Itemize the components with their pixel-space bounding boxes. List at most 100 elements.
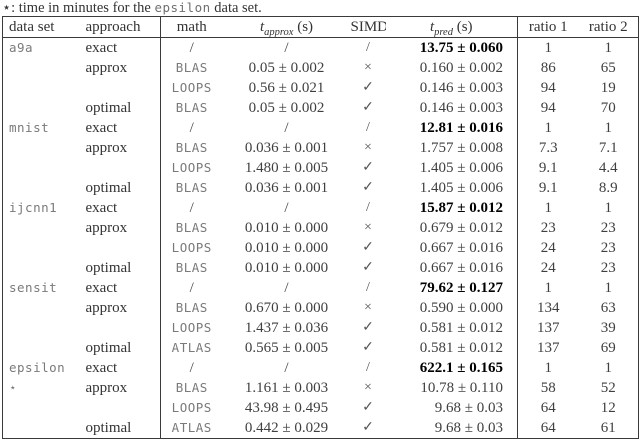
cell-ratio1: 1 xyxy=(544,200,553,216)
cell-approach: approx xyxy=(83,138,161,158)
col-header-approach: approach xyxy=(83,16,161,38)
cell-approach: optimal xyxy=(83,98,161,118)
cell-dataset xyxy=(3,318,84,338)
t-approx-symbol: t xyxy=(259,19,265,35)
cell-simd: / xyxy=(366,40,370,55)
cell-math: ATLAS xyxy=(171,420,212,435)
cell-math: BLAS xyxy=(175,300,208,315)
table-row: optimal BLAS 0.036 ± 0.001 ✓ 1.405 ± 0.0… xyxy=(3,178,639,198)
table-row: ijcnn1 exact / / / 15.87 ± 0.012 1 1 xyxy=(3,198,639,218)
cell-ratio1: 1 xyxy=(544,280,553,296)
cell-t-pred: 0.146 ± 0.003 xyxy=(385,98,518,118)
table-row: approx BLAS 0.670 ± 0.000 × 0.590 ± 0.00… xyxy=(3,298,639,318)
cell-ratio2: 23 xyxy=(600,220,616,236)
cell-ratio2: 1 xyxy=(604,360,613,376)
cell-t-approx: 0.670 ± 0.000 xyxy=(244,300,329,316)
cell-t-approx: / xyxy=(284,280,289,296)
t-approx-subscript: approx xyxy=(264,27,294,38)
cell-dataset xyxy=(3,398,84,418)
cell-ratio1: 1 xyxy=(544,120,553,136)
cell-dataset xyxy=(3,338,84,358)
cell-ratio2: 69 xyxy=(600,340,616,356)
cell-dataset xyxy=(3,78,84,98)
cell-t-approx: 0.036 ± 0.001 xyxy=(244,140,329,156)
cell-simd: × xyxy=(364,140,372,155)
cell-math: LOOPS xyxy=(171,80,212,95)
cell-ratio1: 24 xyxy=(540,260,556,276)
cell-dataset: mnist xyxy=(9,120,50,135)
cell-simd: ✓ xyxy=(362,240,374,255)
cell-dataset xyxy=(3,98,84,118)
col-header-simd: SIMD xyxy=(350,19,386,35)
cell-ratio2: 23 xyxy=(600,260,616,276)
cell-ratio1: 9.1 xyxy=(538,160,558,176)
cell-t-pred: 0.679 ± 0.012 xyxy=(385,218,518,238)
cell-ratio1: 64 xyxy=(540,400,556,416)
table-row: optimal ATLAS 0.565 ± 0.005 ✓ 0.581 ± 0.… xyxy=(3,338,639,358)
header-row: data set approach math tapprox (s) SIMD … xyxy=(2,16,639,38)
cell-approach xyxy=(83,238,161,258)
cell-math: LOOPS xyxy=(171,160,212,175)
cell-approach: exact xyxy=(83,118,161,138)
cell-t-pred: 79.62 ± 0.127 xyxy=(385,278,518,298)
cell-ratio2: 7.1 xyxy=(598,140,618,156)
cell-t-approx: 0.010 ± 0.000 xyxy=(244,260,329,276)
cell-t-approx: 43.98 ± 0.495 xyxy=(244,400,329,416)
cell-t-pred: 10.78 ± 0.110 xyxy=(385,378,518,398)
cell-t-approx: / xyxy=(284,120,289,136)
cell-simd: × xyxy=(364,220,372,235)
table-row: a9a exact / / / 13.75 ± 0.060 1 1 xyxy=(3,37,639,58)
cell-ratio1: 134 xyxy=(537,300,560,316)
cell-ratio1: 137 xyxy=(537,320,560,336)
cell-simd: ✓ xyxy=(362,320,374,335)
cell-ratio2: 52 xyxy=(600,380,616,396)
cell-t-approx: 0.05 ± 0.002 xyxy=(248,60,325,76)
cell-math: BLAS xyxy=(175,260,208,275)
cell-simd: / xyxy=(366,200,370,215)
cell-approach: approx xyxy=(83,58,161,78)
cell-math: LOOPS xyxy=(171,400,212,415)
cell-dataset xyxy=(3,58,84,78)
cell-t-approx: 1.161 ± 0.003 xyxy=(244,380,329,396)
cell-t-pred: 0.581 ± 0.012 xyxy=(385,338,518,358)
cell-approach: optimal xyxy=(83,418,161,439)
cell-t-pred: 9.68 ± 0.03 xyxy=(385,398,518,418)
t-approx-unit: (s) xyxy=(293,19,314,35)
cell-approach: optimal xyxy=(83,338,161,358)
cell-t-pred: 0.581 ± 0.012 xyxy=(385,318,518,338)
cell-ratio1: 7.3 xyxy=(538,140,558,156)
cell-simd: ✓ xyxy=(362,400,374,415)
cell-dataset xyxy=(3,138,84,158)
cell-ratio2: 1 xyxy=(604,40,613,56)
table-row: sensit exact / / / 79.62 ± 0.127 1 1 xyxy=(3,278,639,298)
table-body: a9a exact / / / 13.75 ± 0.060 1 1 approx… xyxy=(3,37,639,439)
cell-t-approx: 0.010 ± 0.000 xyxy=(244,220,329,236)
cell-simd: / xyxy=(366,360,370,375)
table-row: approx BLAS 0.036 ± 0.001 × 1.757 ± 0.00… xyxy=(3,138,639,158)
caption-dataset-code: epsilon xyxy=(154,0,211,15)
cell-dataset xyxy=(3,258,84,278)
cell-ratio1: 94 xyxy=(540,100,556,116)
cell-t-approx: 0.56 ± 0.021 xyxy=(248,80,325,96)
cell-math: / xyxy=(189,360,194,376)
cell-ratio2: 1 xyxy=(604,120,613,136)
cell-ratio1: 137 xyxy=(537,340,560,356)
table-row: mnist exact / / / 12.81 ± 0.016 1 1 xyxy=(3,118,639,138)
cell-t-pred: 13.75 ± 0.060 xyxy=(385,37,518,58)
cell-approach xyxy=(83,158,161,178)
col-header-dataset: data set xyxy=(9,19,55,35)
cell-approach: exact xyxy=(83,37,161,58)
col-header-ratio2: ratio 2 xyxy=(588,19,628,35)
cell-approach xyxy=(83,318,161,338)
cell-dataset: sensit xyxy=(9,280,58,295)
cell-t-pred: 15.87 ± 0.012 xyxy=(385,198,518,218)
cell-approach: optimal xyxy=(83,258,161,278)
table-caption: ⋆: time in minutes for the epsilon data … xyxy=(0,0,640,16)
cell-dataset xyxy=(3,298,84,318)
cell-ratio1: 23 xyxy=(540,220,556,236)
cell-ratio1: 1 xyxy=(544,40,553,56)
cell-math: LOOPS xyxy=(171,240,212,255)
cell-dataset: epsilon xyxy=(9,360,66,375)
cell-ratio1: 86 xyxy=(540,60,556,76)
cell-math: BLAS xyxy=(175,60,208,75)
